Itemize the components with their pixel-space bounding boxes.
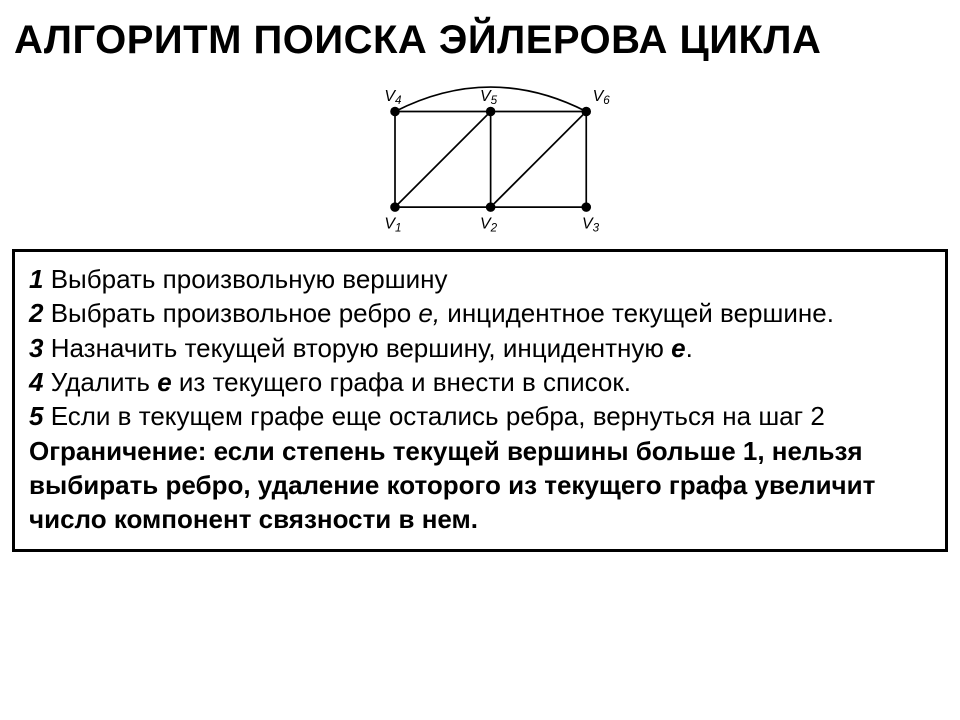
- euler-graph: V4 V5 V6 V1 V2 V3: [320, 69, 640, 239]
- graph-edge: [491, 112, 587, 208]
- step-text: инцидентное текущей вершине.: [440, 298, 834, 328]
- node-label: V6: [593, 88, 611, 107]
- page-title: АЛГОРИТМ ПОИСКА ЭЙЛЕРОВА ЦИКЛА: [0, 0, 960, 63]
- node-label: V3: [582, 215, 600, 234]
- graph-node: [486, 202, 496, 212]
- step-num: 4: [29, 367, 43, 397]
- graph-node: [581, 202, 591, 212]
- step-text: Назначить текущей вторую вершину, инциде…: [51, 333, 671, 363]
- graph-node: [390, 202, 400, 212]
- node-label: V1: [384, 215, 401, 234]
- step-3: 3 Назначить текущей вторую вершину, инци…: [29, 331, 931, 365]
- step-num: 3: [29, 333, 43, 363]
- step-2: 2 Выбрать произвольное ребро е, инцидент…: [29, 296, 931, 330]
- step-text: Если в текущем графе еще остались ребра,…: [51, 401, 825, 431]
- step-num: 1: [29, 264, 43, 294]
- step-num: 5: [29, 401, 43, 431]
- algorithm-box: 1 Выбрать произвольную вершину 2 Выбрать…: [12, 249, 948, 552]
- graph-node: [390, 107, 400, 117]
- constraint: Ограничение: если степень текущей вершин…: [29, 434, 931, 537]
- step-text: Выбрать произвольное ребро: [51, 298, 419, 328]
- step-text: .: [686, 333, 693, 363]
- graph-node: [581, 107, 591, 117]
- constraint-label: Ограничение:: [29, 436, 214, 466]
- step-text: Выбрать произвольную вершину: [51, 264, 448, 294]
- edge-var: е,: [418, 298, 440, 328]
- node-label: V5: [480, 88, 498, 107]
- edge-var: е: [671, 333, 685, 363]
- step-4: 4 Удалить е из текущего графа и внести в…: [29, 365, 931, 399]
- node-label: V4: [384, 88, 402, 107]
- edge-var: е: [157, 367, 171, 397]
- graph-node: [486, 107, 496, 117]
- graph-container: V4 V5 V6 V1 V2 V3: [0, 69, 960, 239]
- step-text: Удалить: [51, 367, 158, 397]
- step-num: 2: [29, 298, 43, 328]
- node-label: V2: [480, 215, 498, 234]
- graph-edge: [395, 112, 491, 208]
- step-text: из текущего графа и внести в список.: [172, 367, 631, 397]
- step-1: 1 Выбрать произвольную вершину: [29, 262, 931, 296]
- step-5: 5 Если в текущем графе еще остались ребр…: [29, 399, 931, 433]
